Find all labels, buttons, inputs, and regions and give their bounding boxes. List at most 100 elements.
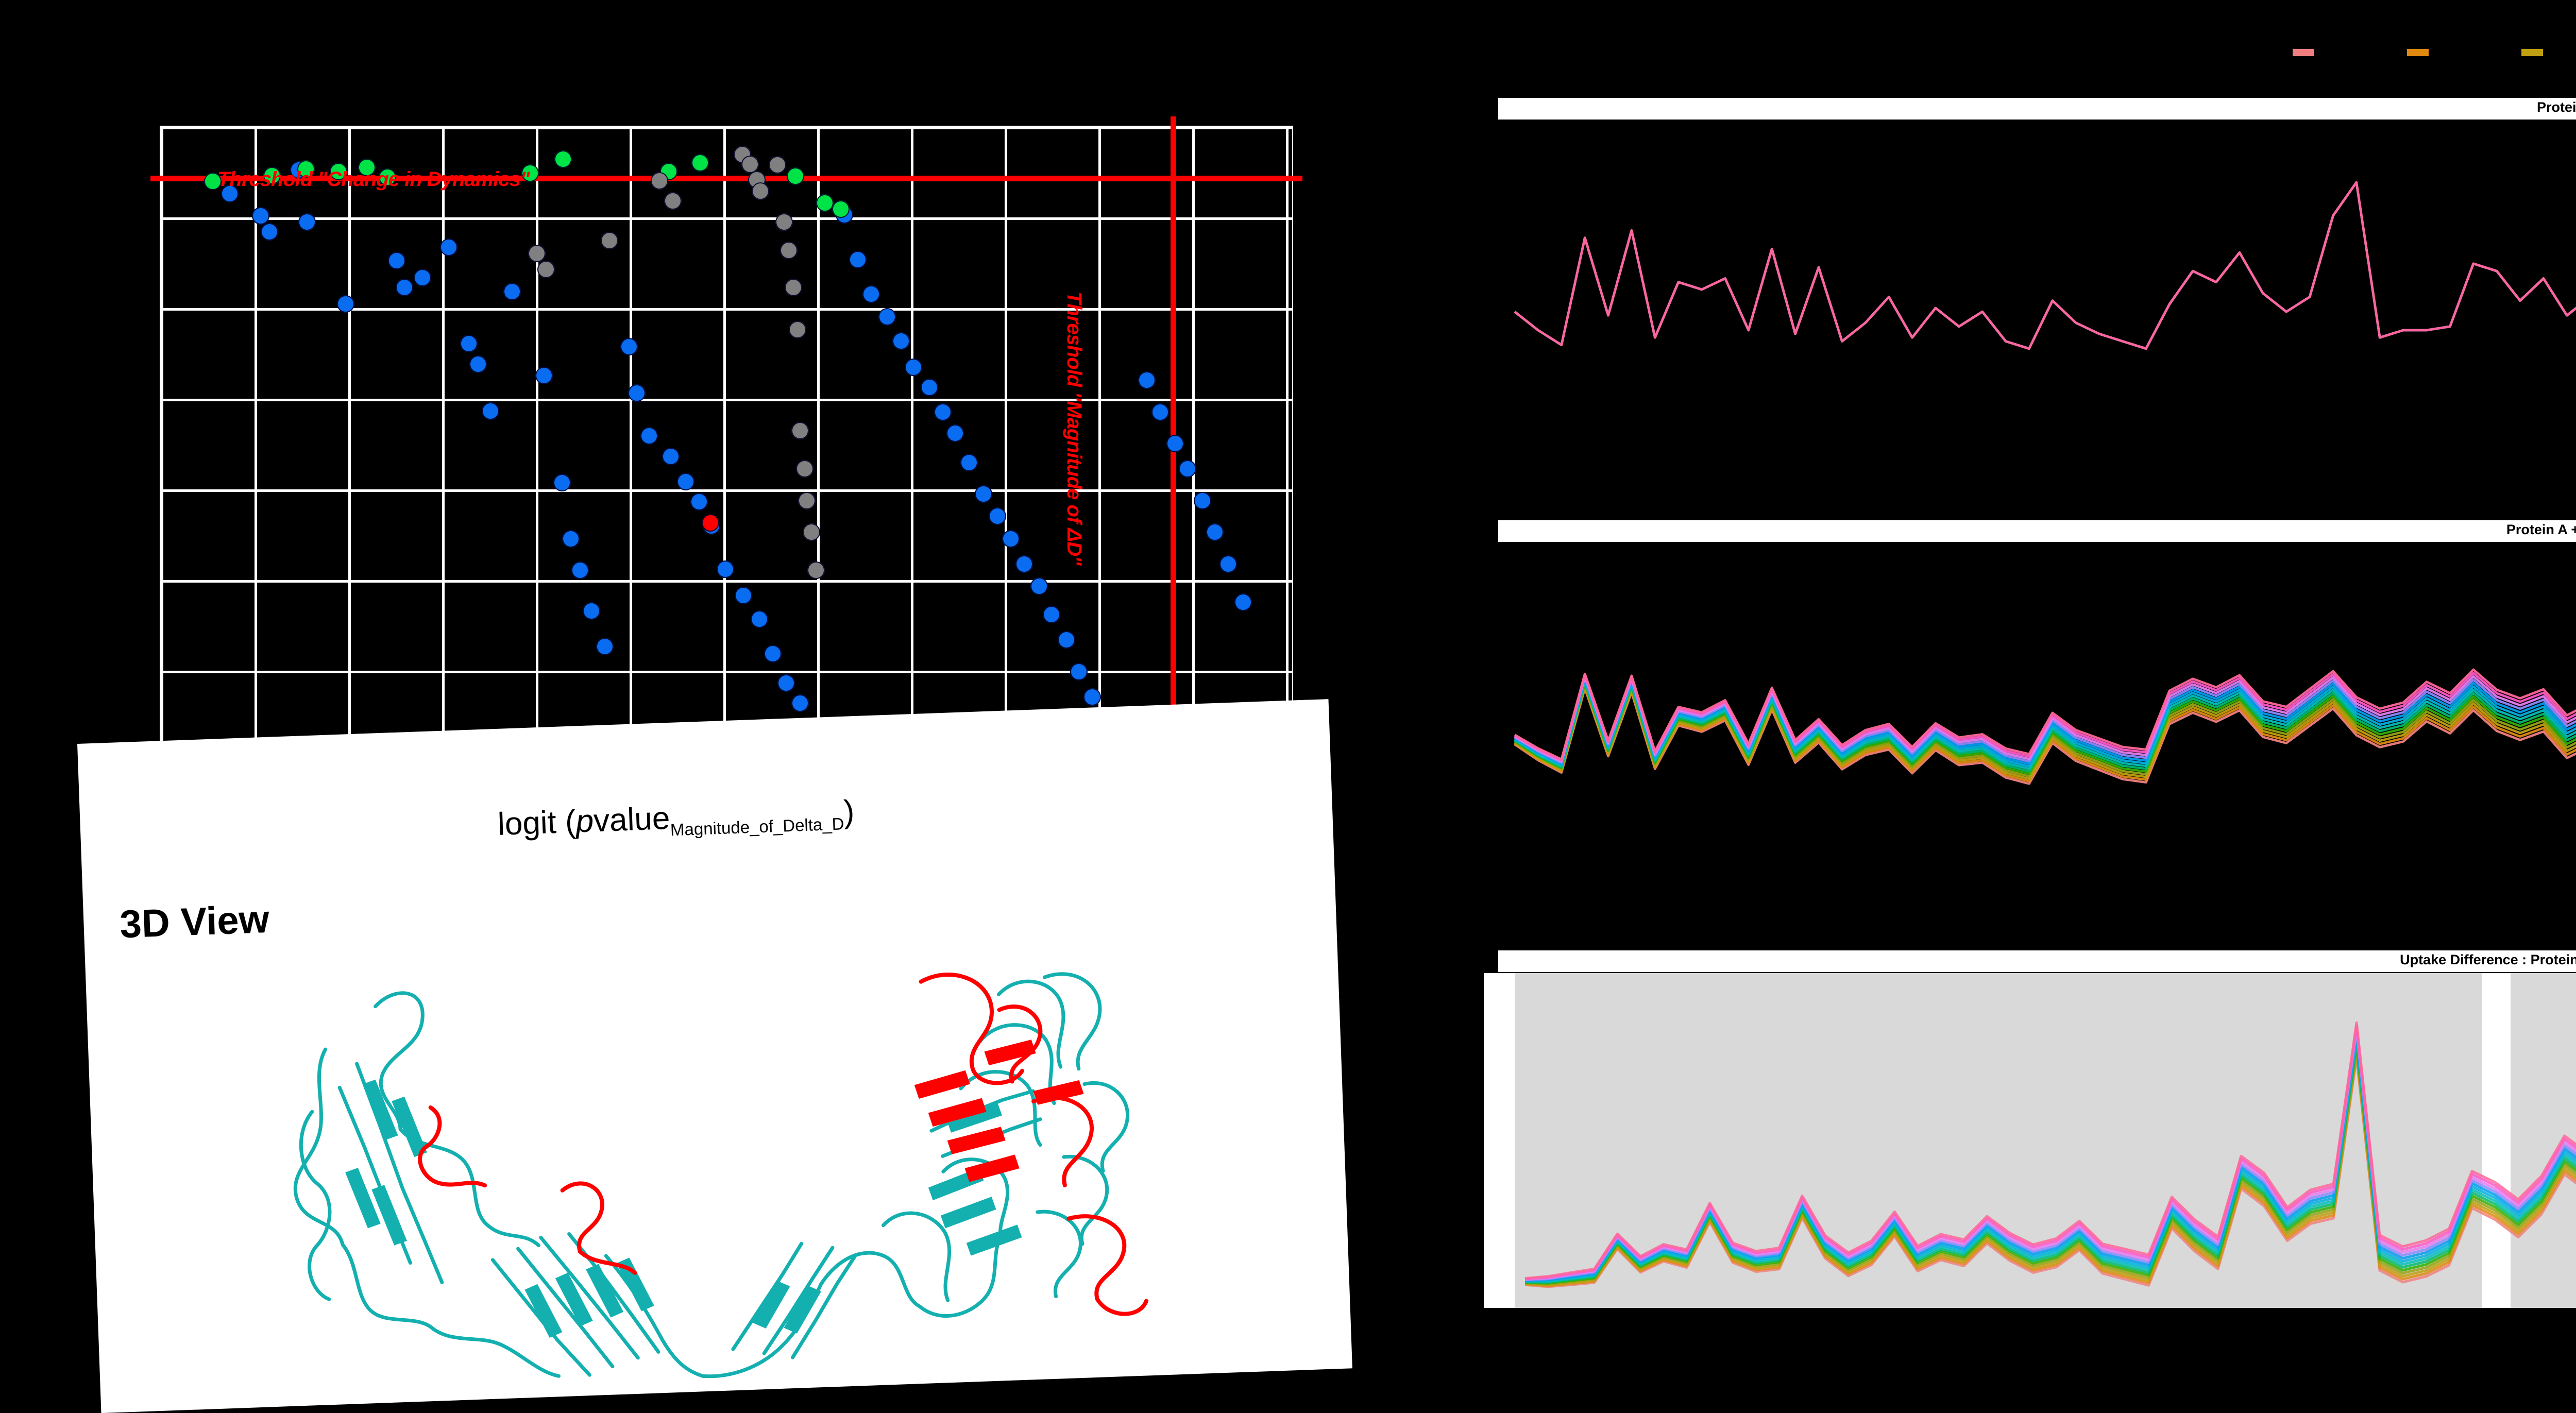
grid-line-h [161, 580, 1292, 583]
scatter-point-gray[interactable] [751, 182, 769, 200]
scatter-point-blue[interactable] [469, 355, 487, 373]
scatter-point-green[interactable] [691, 154, 709, 172]
scatter-point-blue[interactable] [640, 427, 658, 445]
scatter-point-blue[interactable] [676, 472, 694, 490]
scatter-point-blue[interactable] [1083, 688, 1101, 706]
scatter-point-blue[interactable] [1166, 435, 1184, 452]
scatter-point-blue[interactable] [988, 507, 1006, 525]
scatter-point-green[interactable] [787, 167, 804, 185]
scatter-point-blue[interactable] [934, 403, 952, 421]
scatter-point-blue[interactable] [596, 637, 614, 655]
scatter-point-blue[interactable] [734, 587, 752, 605]
scatter-point-gray[interactable] [795, 460, 814, 478]
scatter-point-blue[interactable] [1070, 662, 1088, 680]
scatter-point-blue[interactable] [791, 694, 809, 712]
scatter-point-gray[interactable] [664, 192, 682, 210]
scatter-point-blue[interactable] [1043, 606, 1061, 624]
scatter-point-gray[interactable] [802, 523, 820, 541]
legend-swatch[interactable] [2521, 49, 2543, 56]
protein-ribbon-diagram[interactable] [152, 923, 1275, 1400]
scatter-point-blue[interactable] [221, 185, 239, 203]
scatter-point-blue[interactable] [1179, 460, 1197, 478]
scatter-point-green[interactable] [263, 166, 281, 184]
scatter-point-blue[interactable] [716, 560, 734, 578]
plot-canvas-protein-a[interactable] [1484, 121, 2576, 363]
scatter-point-blue[interactable] [1030, 577, 1048, 595]
scatter-point-blue[interactable] [662, 447, 680, 465]
scatter-point-green[interactable] [832, 200, 850, 218]
scatter-point-blue[interactable] [960, 453, 978, 471]
scatter-point-green[interactable] [554, 150, 572, 168]
scatter-point-blue[interactable] [690, 493, 708, 511]
plot-canvas-uptake-difference[interactable] [1484, 973, 2576, 1308]
scatter-point-gray[interactable] [601, 232, 619, 250]
legend-swatch[interactable] [2407, 49, 2429, 56]
scatter-point-blue[interactable] [535, 367, 553, 385]
scatter-point-blue[interactable] [261, 223, 279, 241]
scatter-point-blue[interactable] [414, 268, 432, 286]
scatter-point-blue[interactable] [1234, 593, 1252, 611]
scatter-point-blue[interactable] [336, 295, 354, 313]
scatter-point-blue[interactable] [396, 279, 413, 297]
scatter-point-green[interactable] [379, 168, 396, 186]
scatter-point-blue[interactable] [764, 645, 782, 663]
scatter-point-blue[interactable] [862, 285, 880, 303]
scatter-point-blue[interactable] [777, 674, 795, 692]
scatter-point-green[interactable] [330, 163, 348, 181]
scatter-point-blue[interactable] [878, 308, 896, 326]
scatter-point-blue[interactable] [482, 402, 500, 420]
scatter-point-gray[interactable] [768, 156, 786, 174]
scatter-point-green[interactable] [204, 172, 222, 190]
scatter-point-blue[interactable] [298, 213, 316, 231]
scatter-point-blue[interactable] [387, 251, 405, 269]
scatter-point-gray[interactable] [537, 260, 555, 278]
scatter-point-blue[interactable] [975, 485, 993, 503]
scatter-point-blue[interactable] [571, 561, 589, 579]
scatter-point-blue[interactable] [628, 384, 646, 402]
scatter-point-blue[interactable] [892, 332, 910, 350]
scatter-point-gray[interactable] [784, 279, 802, 297]
trace-line [1514, 181, 2576, 350]
ribbon-svg [293, 972, 1149, 1378]
scatter-point-blue[interactable] [503, 282, 521, 300]
scatter-point-gray[interactable] [789, 320, 807, 338]
scatter-point-gray[interactable] [779, 241, 798, 259]
scatter-point-green[interactable] [521, 164, 539, 182]
scatter-point-blue[interactable] [920, 378, 938, 396]
scatter-point-blue[interactable] [750, 610, 768, 628]
scatter-point-gray[interactable] [528, 245, 546, 262]
scatter-point-green[interactable] [358, 158, 376, 176]
scatter-point-blue[interactable] [1219, 555, 1238, 573]
scatter-point-blue[interactable] [1138, 371, 1156, 389]
scatter-point-red[interactable] [702, 514, 719, 532]
scatter-point-green[interactable] [816, 194, 834, 212]
scatter-point-blue[interactable] [251, 207, 269, 225]
scatter-point-blue[interactable] [439, 238, 457, 256]
scatter-point-gray[interactable] [775, 213, 793, 231]
scatter-point-blue[interactable] [1002, 530, 1020, 548]
legend-swatch[interactable] [2293, 49, 2314, 56]
scatter-point-gray[interactable] [791, 422, 809, 440]
scatter-point-gray[interactable] [798, 491, 816, 509]
scatter-point-blue[interactable] [849, 251, 867, 269]
plot-canvas-protein-a-ligand[interactable] [1484, 543, 2576, 785]
scatter-point-blue[interactable] [553, 474, 571, 492]
scatter-point-blue[interactable] [1193, 491, 1211, 509]
scatter-point-blue[interactable] [583, 602, 600, 620]
scatter-point-blue[interactable] [1015, 555, 1033, 573]
scatter-point-gray[interactable] [807, 561, 825, 579]
scatter-point-blue[interactable] [1206, 523, 1224, 541]
grid-line-v [911, 127, 913, 758]
scatter-point-blue[interactable] [1057, 631, 1075, 649]
scatter-point-blue[interactable] [946, 424, 964, 442]
scatter-point-blue[interactable] [904, 359, 922, 377]
trace-line [1514, 181, 2576, 350]
scatter-point-blue[interactable] [620, 337, 638, 355]
scatter-point-gray[interactable] [741, 155, 759, 173]
scatter-point-blue[interactable] [562, 530, 580, 548]
scatter-point-blue[interactable] [460, 334, 478, 352]
volcano-plot-panel: Threshold "Change in Dynamics" Threshold… [0, 0, 1319, 804]
scatter-point-blue[interactable] [1151, 403, 1170, 421]
scatter-point-gray[interactable] [651, 172, 668, 190]
scatter-point-green[interactable] [297, 160, 315, 178]
